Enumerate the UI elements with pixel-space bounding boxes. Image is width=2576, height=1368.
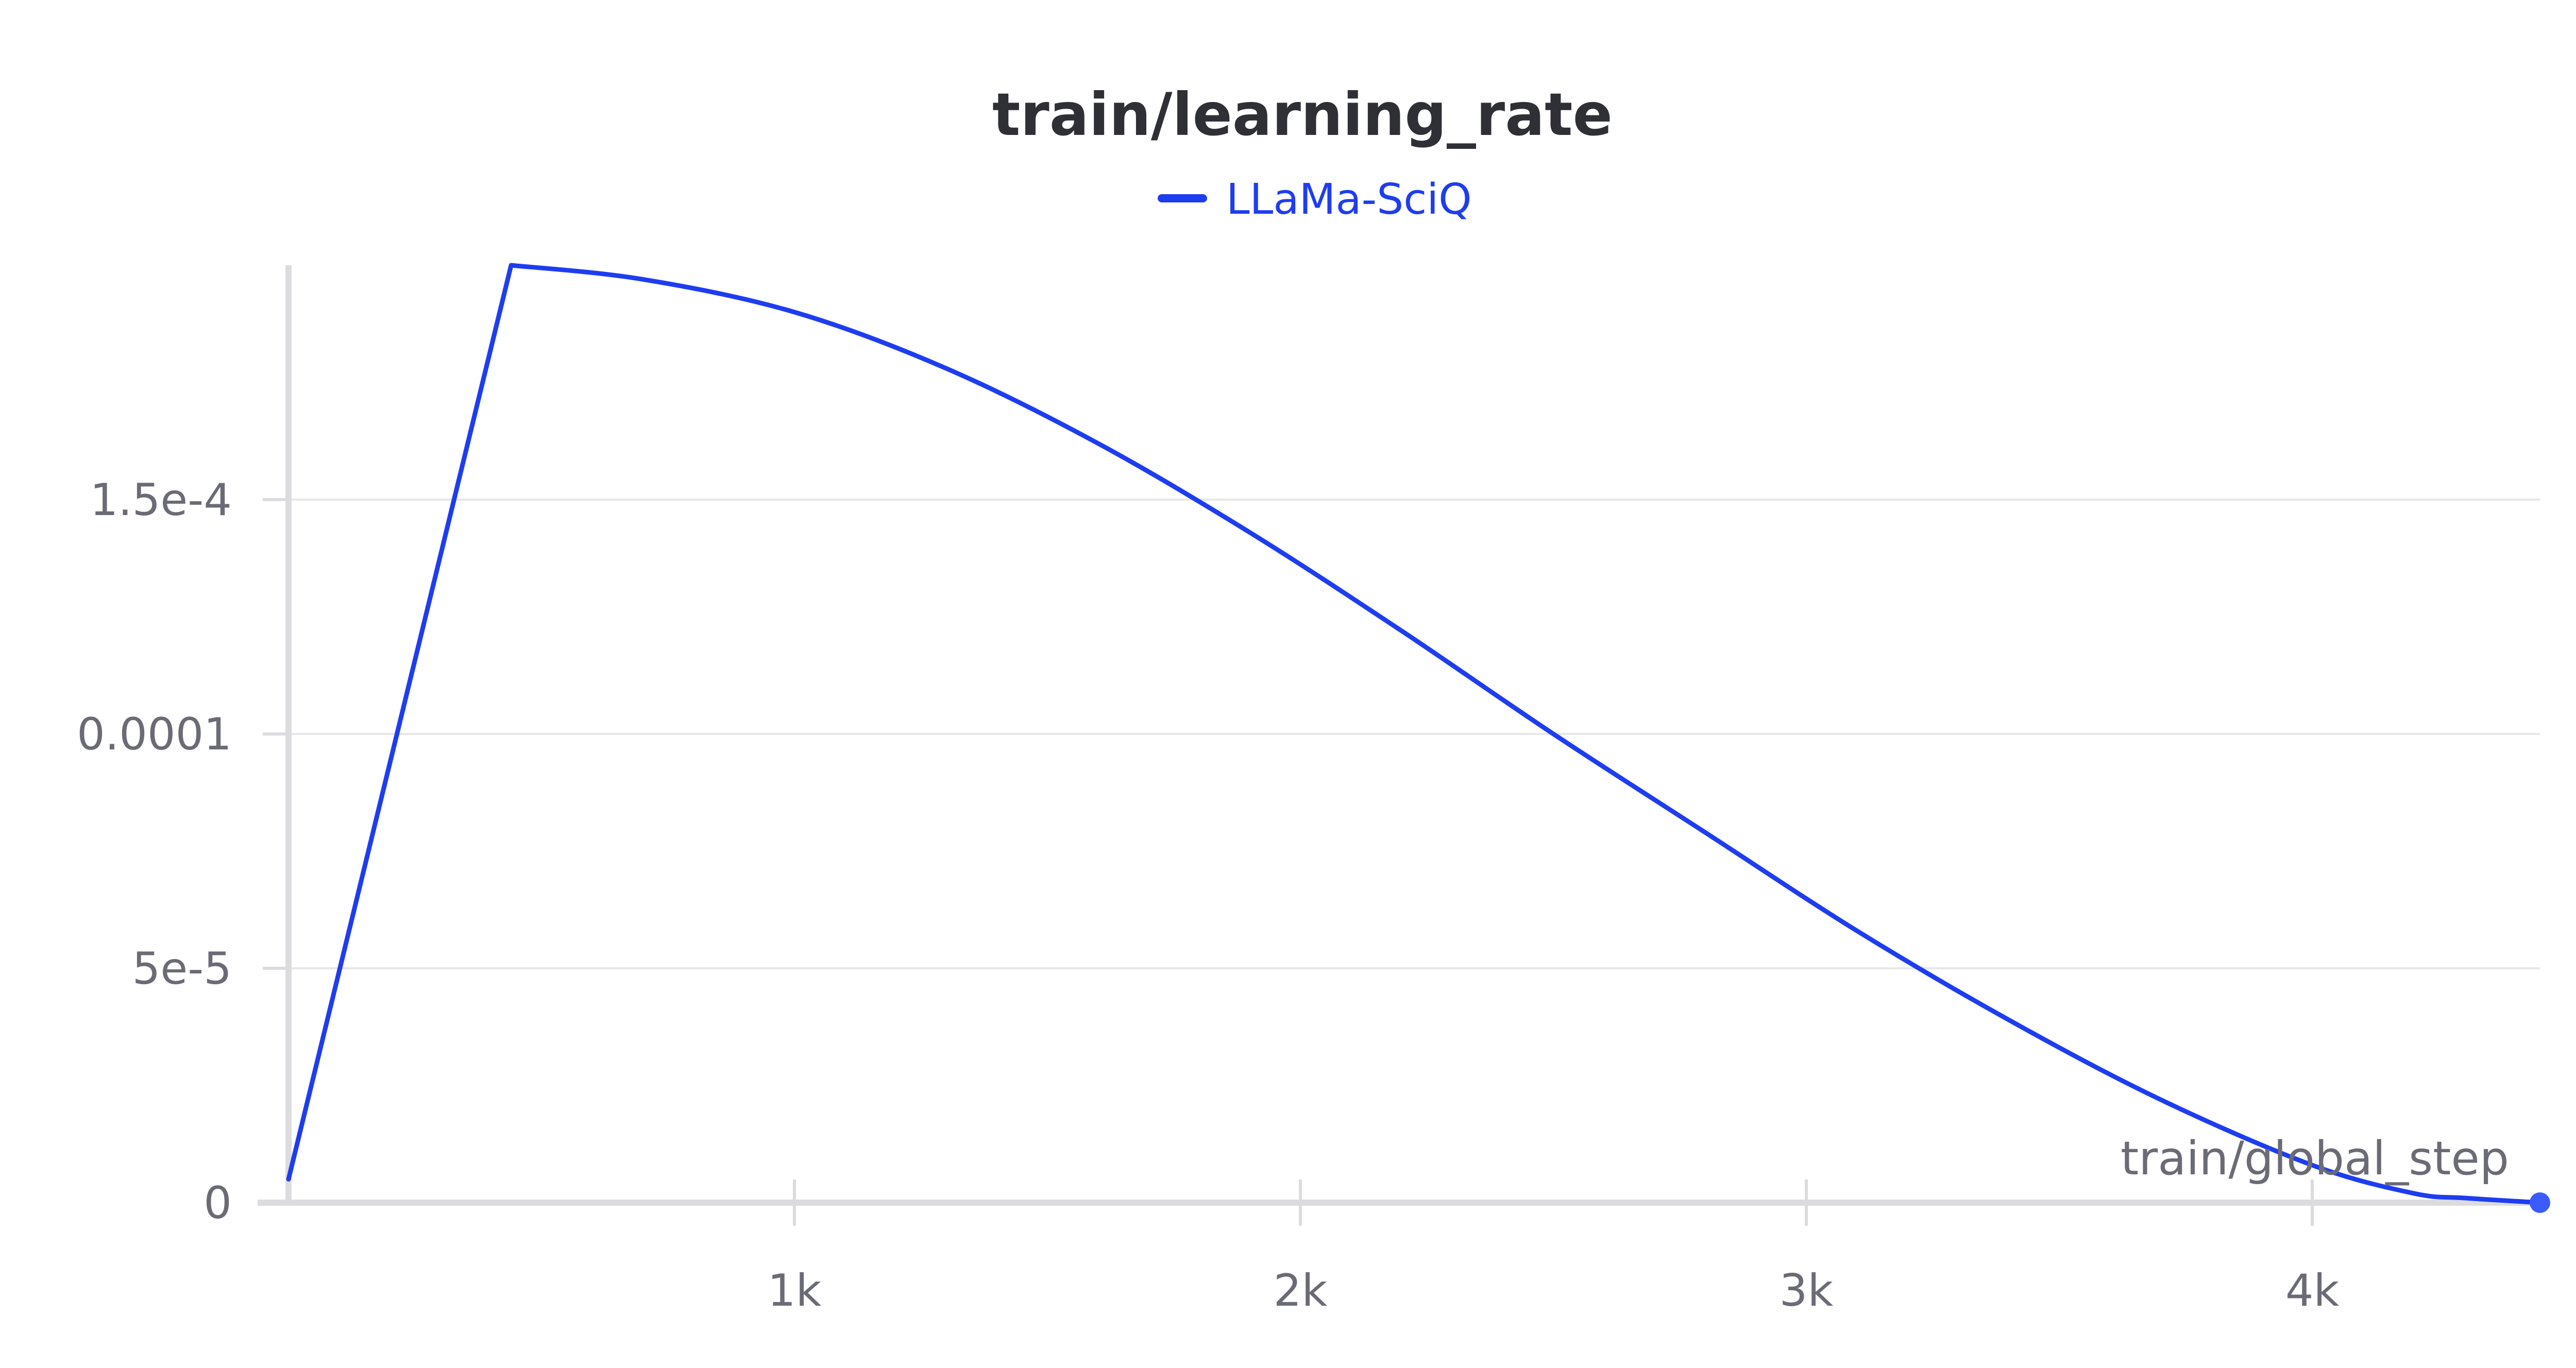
tick-labels: 0 5e-5 0.0001 1.5e-4 1k 2k 3k 4k	[77, 474, 2339, 1316]
y-tick-label: 0.0001	[77, 709, 232, 760]
x-tick-label: 2k	[1274, 1265, 1328, 1316]
x-tick-label: 3k	[1780, 1265, 1834, 1316]
legend-label-llama-sciq: LLaMa-SciQ	[1226, 175, 1472, 224]
series-end-point[interactable]	[2530, 1192, 2550, 1213]
chart-title: train/learning_rate	[992, 80, 1613, 149]
series-layer[interactable]	[286, 263, 2550, 1213]
series-line-llama-sciq[interactable]	[286, 263, 2543, 1205]
legend[interactable]: LLaMa-SciQ	[1158, 175, 1472, 224]
x-tick-label: 1k	[768, 1265, 822, 1316]
axes	[258, 265, 2540, 1226]
y-tick-label: 0	[204, 1177, 232, 1229]
x-axis-title: train/global_step	[2121, 1132, 2509, 1186]
grid-lines	[289, 499, 2540, 969]
y-tick-label: 1.5e-4	[90, 474, 232, 526]
x-tick-label: 4k	[2285, 1265, 2340, 1316]
y-tick-label: 5e-5	[132, 943, 232, 995]
